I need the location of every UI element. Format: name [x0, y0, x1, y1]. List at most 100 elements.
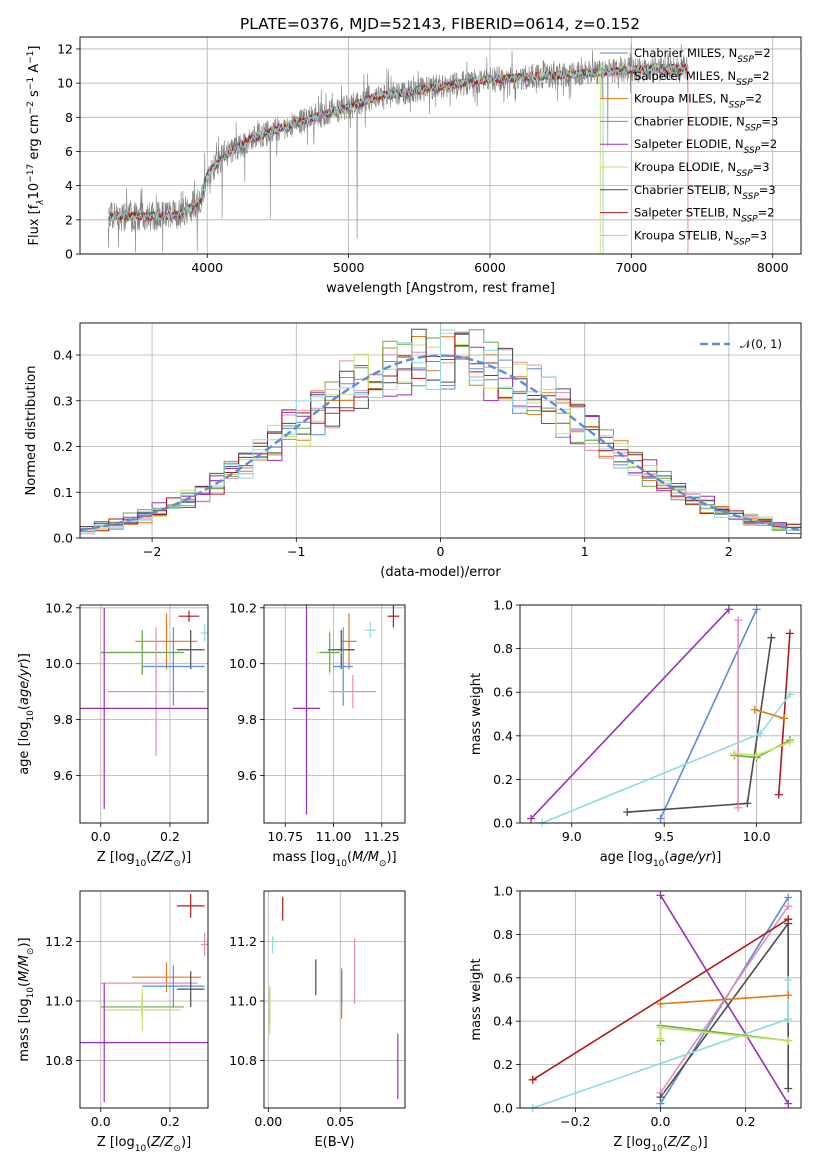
x-tick-label: 8000: [757, 260, 789, 275]
label-part: s: [27, 90, 42, 101]
x-tick-label: 9.0: [562, 829, 582, 844]
label-part: 10: [26, 710, 36, 722]
weight-marker-salpeter_elodie: [784, 1099, 793, 1108]
label-part: )]: [181, 1135, 191, 1150]
weight-line-chabrier_miles: [659, 609, 758, 819]
label-part: 10: [135, 859, 147, 869]
label-part: Z/Z: [667, 1135, 691, 1150]
label-part: M/M: [352, 850, 379, 865]
label-part: SSP: [736, 78, 753, 88]
label-part: age/yr: [17, 662, 32, 705]
label-part: −17: [26, 164, 36, 183]
plot-area: [80, 328, 801, 535]
x-tick-label: −0.2: [560, 1114, 590, 1129]
weight-marker-chabrier_stelib: [767, 633, 776, 642]
y-tick-label: 9.8: [237, 712, 257, 727]
label-part: (: [347, 850, 352, 865]
x-tick-label: 9.5: [654, 829, 674, 844]
y-tick-label: 10.0: [45, 656, 73, 671]
plot-area: [80, 893, 208, 1103]
panel-residuals: −2 −1 0 1 2 0.0 0.1 0.2 0.3 0.4 (data-model)/error…: [24, 322, 802, 580]
weight-line-salpeter_stelib: [532, 918, 789, 1081]
weight-marker-kroupa_elodie: [730, 749, 739, 758]
weight-marker-kroupa_miles: [780, 714, 789, 723]
residuals-y-axis-label: Normed distribution: [24, 366, 39, 496]
plot-area: [80, 607, 208, 810]
label-part: (: [17, 705, 32, 710]
x-tick-label: 10.75: [267, 829, 303, 844]
x-tick-label: 0.0: [91, 829, 111, 844]
weight-line-kroupa_elodie: [659, 1026, 789, 1042]
x-tick-label: 5000: [333, 260, 365, 275]
weight-marker-kroupa_elodie: [785, 738, 794, 747]
legend-label-kroupa_stelib: Kroupa STELIB, NSSP=3: [634, 228, 767, 247]
label-part: SSP: [744, 146, 761, 156]
label-part: )]: [17, 653, 32, 663]
x-tick-label: 11.25: [364, 829, 400, 844]
x-tick-label: 0.2: [160, 829, 180, 844]
y-tick-label: 0.2: [53, 439, 73, 454]
weight-marker-salpeter_miles: [734, 616, 743, 625]
label-part: −2: [26, 101, 36, 114]
gridlines: [264, 605, 405, 823]
spectrum-y-axis-label: Flux [fλ10−17 erg cm−2 s−1 A−1]: [26, 46, 46, 246]
legend-label-chabrier_elodie: Chabrier ELODIE, NSSP=3: [634, 114, 778, 133]
weight-marker-salpeter_stelib: [774, 790, 783, 799]
label-part: λ: [36, 199, 46, 205]
x-tick-label: 11.00: [316, 829, 352, 844]
weight_vs_age-x-axis-label: age [log10(age/yr)]: [600, 850, 722, 869]
weight-marker-salpeter_stelib: [785, 629, 794, 638]
label-part: Z [log: [613, 1135, 651, 1150]
label-part: Kroupa STELIB, N: [634, 228, 734, 242]
plot-area: [530, 608, 791, 823]
y-tick-label: 0.6: [493, 685, 513, 700]
label-part: Z/Z: [150, 1135, 174, 1150]
age_vs_Z-x-axis-label: Z [log10(Z/Z⊙)]: [97, 850, 191, 869]
y-tick-label: 0.4: [53, 348, 73, 363]
label-part: )]: [181, 850, 191, 865]
label-part: Chabrier STELIB, N: [634, 183, 742, 197]
weight-line-salpeter_elodie: [530, 608, 730, 820]
x-tick-label: 0.0: [91, 1114, 111, 1129]
mass_vs_Z-x-axis-label: Z [log10(Z/Z⊙)]: [97, 1135, 191, 1154]
label-part: ⊙: [690, 1144, 698, 1154]
label-part: Flux [f: [27, 204, 42, 245]
label-part: Kroupa ELODIE, N: [634, 160, 736, 174]
label-part: wavelength [Angstrom, rest frame]: [326, 281, 555, 296]
label-part: age [log: [17, 722, 32, 775]
y-tick-label: 0.6: [493, 970, 513, 985]
y-tick-label: 10.0: [229, 656, 257, 671]
y-tick-label: 0.2: [493, 772, 513, 787]
weight-marker-kroupa_miles: [750, 705, 759, 714]
x-tick-label: 0: [437, 544, 445, 559]
age_vs_Z-y-axis-label: age [log10(age/yr)]: [17, 653, 36, 775]
y-tick-label: 8: [65, 110, 73, 125]
y-tick-label: 0.2: [493, 1057, 513, 1072]
panel-weight_vs_age: 9.0 9.5 10.0 0.0 0.2 0.4 0.6 0.8 1.0 age [log10(a…: [469, 598, 802, 869]
y-tick-label: 0.4: [493, 1014, 513, 1029]
x-tick-label: 0.2: [160, 1114, 180, 1129]
weight-marker-kroupa_elodie: [784, 1036, 793, 1045]
weight-marker-chabrier_stelib: [656, 1093, 665, 1102]
y-tick-label: 11.2: [229, 934, 257, 949]
label-part: SSP: [729, 101, 746, 111]
label-part: =3: [750, 228, 767, 242]
y-tick-label: 0.8: [493, 641, 513, 656]
y-tick-label: 10.8: [45, 1053, 73, 1068]
label-part: (: [664, 850, 669, 865]
weight-marker-kroupa_miles: [656, 999, 665, 1008]
x-tick-label: 6000: [474, 260, 506, 275]
weight-marker-kroupa_elodie: [656, 1034, 665, 1043]
label-part: SSP: [741, 215, 758, 225]
axes-frame: [519, 890, 802, 1109]
y-tick-label: 2: [65, 212, 73, 227]
weight-marker-kroupa_elodie: [656, 1023, 665, 1032]
weight-marker-kroupa_stelib: [784, 975, 793, 984]
model-spectrum-kroupa_stelib: [107, 63, 689, 223]
y-tick-label: 11.2: [45, 934, 73, 949]
panel-mass_vs_Z: 0.0 0.210.811.011.2Z [log10(Z/Z⊙)]mass [l…: [17, 890, 209, 1154]
weight-marker-chabrier_miles: [656, 814, 665, 823]
residual-histogram-kroupa_stelib: [80, 329, 801, 532]
label-part: Salpeter STELIB, N: [634, 206, 741, 220]
